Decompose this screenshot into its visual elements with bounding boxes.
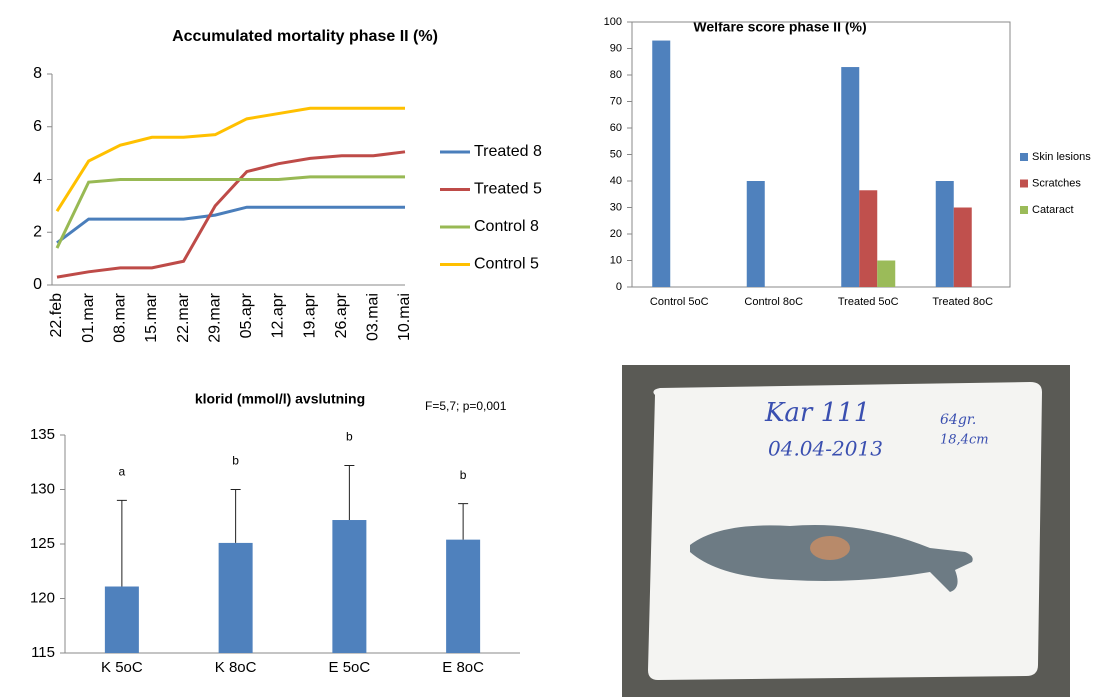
x-tick-label: 22.mar: [175, 292, 192, 342]
x-tick-label: Control 8oC: [744, 296, 803, 308]
bar: [953, 207, 972, 287]
x-tick-label: 05.apr: [238, 292, 255, 338]
y-tick-label: 120: [30, 589, 55, 606]
y-tick-label: 60: [610, 122, 622, 134]
significance-letter: b: [232, 454, 239, 468]
legend-label: Treated 8: [474, 143, 542, 160]
card-text: 18,4cm: [940, 433, 989, 448]
y-tick-label: 20: [610, 228, 622, 240]
bar: [877, 260, 896, 287]
y-tick-label: 125: [30, 535, 55, 552]
bar: [332, 520, 367, 653]
line-series: [55, 175, 405, 249]
x-tick-label: E 8oC: [442, 659, 484, 676]
bar: [104, 586, 139, 653]
y-tick-label: 30: [610, 201, 622, 213]
x-tick-label: 19.apr: [301, 292, 318, 338]
y-tick-label: 50: [610, 148, 622, 160]
y-tick-label: 135: [30, 426, 55, 443]
x-tick-label: K 5oC: [101, 659, 143, 676]
chart-title: Accumulated mortality phase II (%): [172, 28, 438, 45]
error-bar: [230, 489, 241, 543]
y-tick-label: 0: [33, 276, 42, 293]
legend-swatch: [1020, 179, 1028, 188]
x-tick-label: 22.feb: [48, 293, 65, 338]
legend-swatch: [1020, 153, 1028, 161]
y-tick-label: 6: [33, 118, 42, 135]
card-text: 04.04-2013: [768, 437, 883, 461]
y-tick-label: 2: [33, 223, 42, 240]
x-tick-label: 08.mar: [111, 292, 128, 342]
x-tick-label: 12.apr: [270, 292, 287, 338]
y-tick-label: 80: [610, 69, 622, 81]
legend-label: Treated 5: [474, 181, 542, 198]
y-tick-label: 10: [610, 254, 622, 266]
x-tick-label: 15.mar: [143, 292, 160, 342]
y-tick-label: 70: [610, 95, 622, 107]
y-tick-label: 8: [33, 65, 42, 82]
error-bar: [116, 499, 127, 587]
line-series: [56, 150, 406, 279]
legend-label: Control 5: [474, 256, 539, 273]
x-tick-label: K 8oC: [215, 659, 257, 676]
annotation: F=5,7; p=0,001: [425, 399, 507, 413]
x-tick-label: 26.apr: [333, 292, 350, 338]
legend-swatch: [1020, 206, 1028, 214]
y-tick-label: 115: [31, 644, 55, 661]
error-bar: [344, 465, 355, 521]
bar: [746, 181, 765, 287]
significance-letter: b: [346, 430, 353, 444]
significance-letter: b: [460, 468, 467, 482]
line-series: [56, 205, 405, 244]
line-series: [55, 106, 405, 212]
legend-label: Control 8: [474, 218, 539, 235]
bar: [841, 67, 860, 287]
y-tick-label: 130: [30, 480, 55, 497]
x-tick-label: 01.mar: [80, 292, 97, 342]
card-text: Kar 111: [764, 398, 870, 428]
bar: [652, 40, 671, 287]
y-tick-label: 40: [610, 175, 622, 187]
y-tick-label: 4: [33, 171, 42, 188]
x-tick-label: E 5oC: [329, 659, 371, 676]
legend-label: Cataract: [1032, 204, 1074, 216]
y-tick-label: 100: [604, 16, 622, 28]
x-tick-label: 29.mar: [206, 292, 223, 342]
card-text: 64gr.: [940, 412, 976, 428]
photo-lesion: [810, 536, 850, 560]
error-bar: [458, 503, 469, 540]
x-tick-label: 10.mai: [396, 293, 413, 341]
y-tick-label: 0: [616, 281, 622, 293]
legend-label: Skin lesions: [1032, 151, 1091, 163]
x-tick-label: Control 5oC: [650, 296, 709, 308]
legend-label: Scratches: [1032, 177, 1081, 189]
significance-letter: a: [119, 465, 126, 479]
x-tick-label: Treated 8oC: [932, 296, 993, 308]
chart-title: Welfare score phase II (%): [693, 19, 866, 35]
x-tick-label: Treated 5oC: [838, 296, 899, 308]
bar: [859, 190, 878, 287]
bar: [935, 181, 954, 287]
bar: [218, 542, 253, 653]
x-tick-label: 03.mai: [365, 293, 382, 341]
bar: [446, 539, 481, 653]
chart-title: klorid (mmol/l) avslutning: [195, 391, 365, 407]
y-tick-label: 90: [610, 42, 622, 54]
